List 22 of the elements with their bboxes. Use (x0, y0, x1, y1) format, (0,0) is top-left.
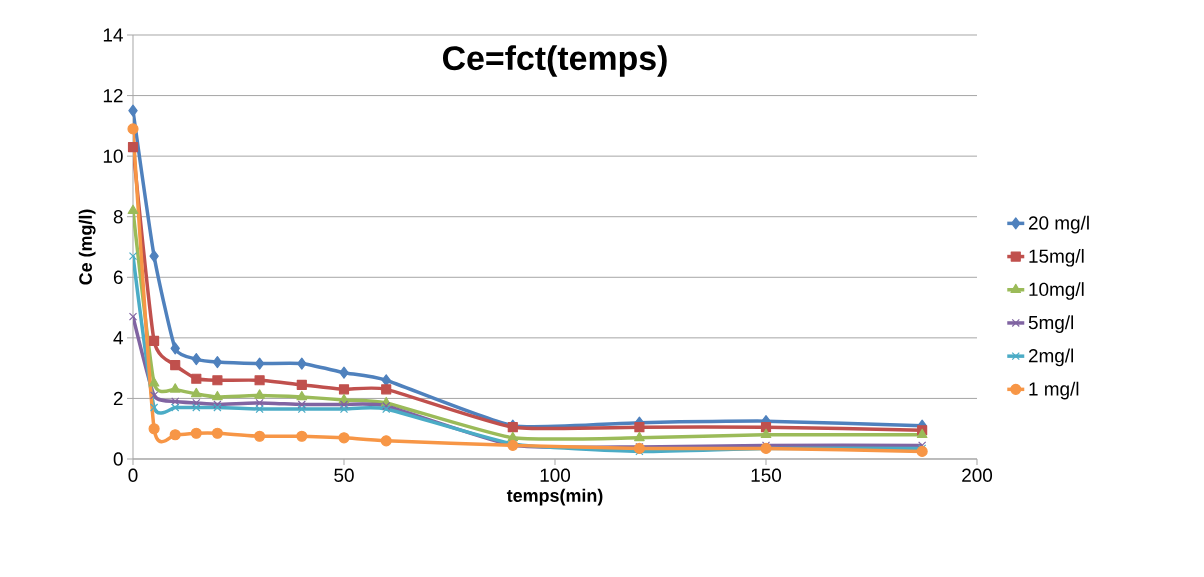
y-tick-label: 6 (113, 270, 123, 284)
y-tick-label: 10 (103, 149, 123, 163)
y-tick-label: 14 (103, 28, 123, 42)
x-tick-label: 150 (751, 468, 782, 482)
x-tick-label: 50 (334, 468, 354, 482)
legend-label: 5mg/l (1028, 315, 1074, 333)
legend-label: 20 mg/l (1028, 215, 1089, 234)
chart-title: Ce=fct(temps) (442, 45, 667, 77)
y-tick-label: 8 (113, 210, 123, 224)
x-tick-label: 200 (962, 468, 993, 482)
x-tick-label: 100 (540, 468, 571, 482)
y-axis-title: Ce (mg/l) (78, 209, 96, 285)
x-axis-title: temps(min) (506, 488, 603, 506)
y-tick-label: 12 (103, 88, 123, 103)
legend-label: 10mg/l (1029, 282, 1084, 300)
y-tick-label: 2 (113, 391, 123, 406)
x-tick-label: 0 (128, 468, 138, 482)
legend-label: 15mg/l (1029, 248, 1084, 267)
legend-label: 2mg/l (1028, 348, 1074, 367)
legend-label: 1 mg/l (1029, 381, 1079, 400)
y-tick-label: 4 (113, 331, 123, 345)
y-tick-label: 0 (113, 452, 123, 466)
